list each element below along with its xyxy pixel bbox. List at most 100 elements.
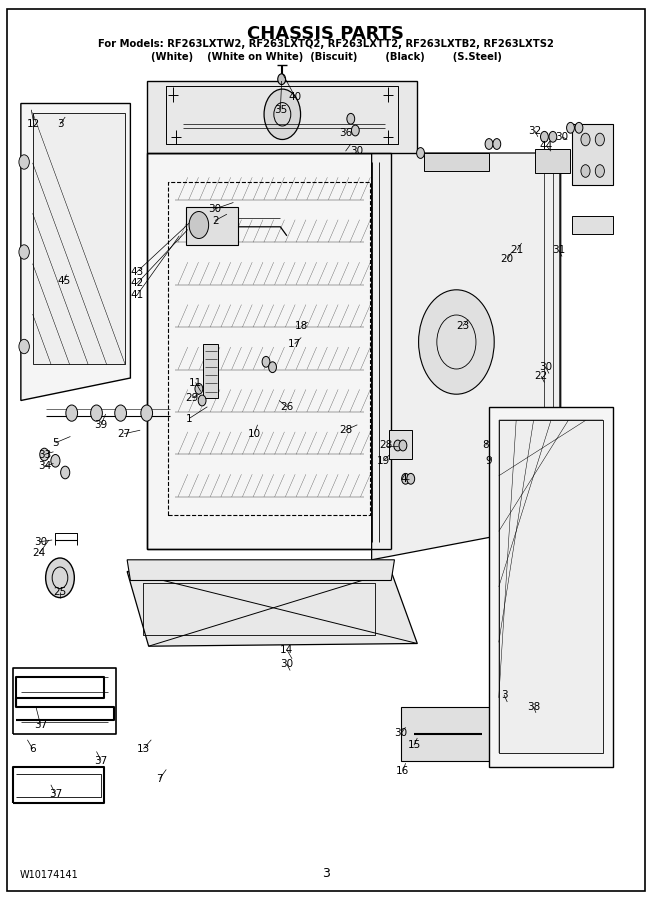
Circle shape	[198, 395, 206, 406]
Circle shape	[91, 405, 102, 421]
Polygon shape	[21, 104, 130, 400]
Polygon shape	[203, 344, 218, 398]
Circle shape	[407, 473, 415, 484]
Text: 3: 3	[57, 119, 63, 130]
Circle shape	[141, 405, 153, 421]
Text: 24: 24	[33, 548, 46, 559]
Circle shape	[46, 558, 74, 598]
Circle shape	[40, 448, 49, 461]
Polygon shape	[127, 572, 417, 646]
Circle shape	[269, 362, 276, 373]
Text: 3: 3	[501, 689, 507, 700]
Text: W10174141: W10174141	[20, 870, 78, 880]
Text: CHASSIS PARTS: CHASSIS PARTS	[248, 25, 404, 43]
Text: 23: 23	[456, 320, 469, 331]
Circle shape	[264, 89, 301, 140]
Text: 27: 27	[117, 428, 130, 439]
Text: 33: 33	[38, 449, 51, 460]
Polygon shape	[186, 207, 238, 245]
Circle shape	[399, 440, 407, 451]
Text: 30: 30	[394, 728, 408, 739]
Text: 38: 38	[527, 701, 540, 712]
Text: 17: 17	[288, 338, 301, 349]
Text: 31: 31	[552, 245, 565, 256]
Polygon shape	[372, 153, 561, 560]
Text: 11: 11	[189, 377, 202, 388]
Text: 41: 41	[130, 290, 143, 301]
Circle shape	[402, 473, 409, 484]
Text: 4: 4	[401, 473, 408, 484]
Circle shape	[419, 290, 494, 394]
Text: 21: 21	[511, 245, 524, 256]
Polygon shape	[33, 112, 125, 364]
Polygon shape	[489, 407, 613, 767]
Text: 18: 18	[295, 320, 308, 331]
Circle shape	[485, 139, 493, 149]
Text: 28: 28	[339, 425, 352, 436]
Circle shape	[66, 405, 78, 421]
Text: For Models: RF263LXTW2, RF263LXTQ2, RF263LXTT2, RF263LXTB2, RF263LXTS2: For Models: RF263LXTW2, RF263LXTQ2, RF26…	[98, 39, 554, 49]
Circle shape	[51, 454, 60, 467]
Circle shape	[189, 212, 209, 239]
Text: 3: 3	[322, 868, 330, 880]
Polygon shape	[424, 153, 489, 171]
Text: 30: 30	[350, 146, 363, 157]
Circle shape	[575, 122, 583, 133]
Text: 22: 22	[535, 371, 548, 382]
Polygon shape	[572, 216, 613, 234]
Text: 1: 1	[186, 413, 192, 424]
Text: 6: 6	[29, 743, 36, 754]
Circle shape	[195, 383, 203, 394]
Polygon shape	[389, 430, 412, 459]
Text: 28: 28	[379, 440, 393, 451]
Text: 2: 2	[212, 215, 218, 226]
Text: (White)    (White on White)  (Biscuit)        (Black)        (S.Steel): (White) (White on White) (Biscuit) (Blac…	[151, 52, 501, 62]
Circle shape	[493, 139, 501, 149]
Text: 39: 39	[95, 419, 108, 430]
Circle shape	[567, 122, 574, 133]
Text: 8: 8	[482, 440, 489, 451]
Text: 44: 44	[540, 140, 553, 151]
Text: 30: 30	[539, 362, 552, 373]
Circle shape	[351, 125, 359, 136]
Circle shape	[19, 339, 29, 354]
Text: 12: 12	[27, 119, 40, 130]
Text: 36: 36	[339, 128, 352, 139]
Circle shape	[347, 113, 355, 124]
Text: 30: 30	[209, 203, 222, 214]
Text: 30: 30	[280, 659, 293, 670]
Text: 42: 42	[130, 278, 143, 289]
Circle shape	[278, 74, 286, 85]
Text: 30: 30	[35, 536, 48, 547]
Circle shape	[19, 245, 29, 259]
Text: 29: 29	[186, 392, 199, 403]
Text: 34: 34	[38, 461, 51, 472]
Text: 37: 37	[34, 719, 47, 730]
Text: 35: 35	[274, 104, 287, 115]
Text: 32: 32	[528, 125, 541, 136]
Polygon shape	[535, 148, 570, 173]
Circle shape	[595, 133, 604, 146]
Polygon shape	[147, 81, 417, 153]
Text: 10: 10	[248, 428, 261, 439]
Text: 37: 37	[49, 788, 62, 799]
Circle shape	[581, 165, 590, 177]
Text: 20: 20	[501, 254, 514, 265]
Text: 9: 9	[486, 455, 492, 466]
Circle shape	[417, 148, 424, 158]
Polygon shape	[127, 560, 394, 580]
Text: 7: 7	[156, 773, 163, 784]
Polygon shape	[572, 124, 613, 184]
Text: 19: 19	[377, 455, 390, 466]
Circle shape	[541, 131, 548, 142]
Text: 16: 16	[396, 766, 409, 777]
Circle shape	[549, 131, 557, 142]
Text: 40: 40	[289, 92, 302, 103]
Circle shape	[595, 165, 604, 177]
Circle shape	[19, 155, 29, 169]
Circle shape	[581, 133, 590, 146]
Text: 37: 37	[95, 755, 108, 766]
Circle shape	[262, 356, 270, 367]
Circle shape	[394, 440, 402, 451]
Text: 15: 15	[408, 740, 421, 751]
